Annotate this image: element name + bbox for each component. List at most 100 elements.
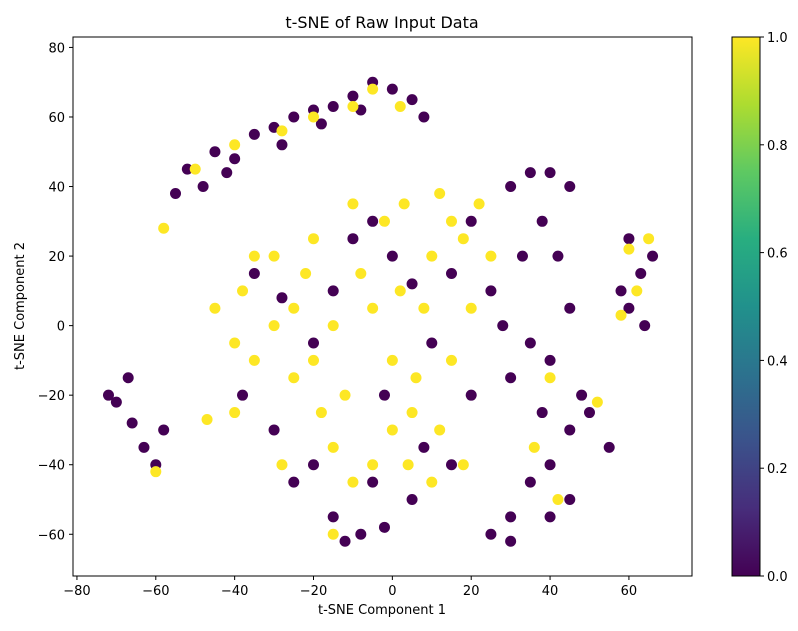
data-point	[394, 101, 406, 113]
x-tick-label: −20	[300, 584, 327, 599]
data-point	[564, 302, 576, 314]
data-point	[229, 337, 241, 349]
data-point	[367, 302, 379, 314]
data-point	[524, 476, 536, 488]
data-point	[378, 389, 390, 401]
data-point	[615, 285, 627, 297]
data-point	[221, 167, 233, 179]
data-point	[367, 215, 379, 227]
data-point	[457, 233, 469, 245]
data-point	[544, 459, 556, 471]
data-point	[158, 424, 170, 436]
data-point	[536, 407, 548, 419]
data-point	[564, 424, 576, 436]
points-layer	[102, 76, 659, 547]
colorbar-tick-label: 0.6	[767, 247, 788, 262]
x-tick-label: 40	[542, 584, 559, 599]
data-point	[544, 354, 556, 366]
data-point	[347, 233, 359, 245]
data-point	[102, 389, 114, 401]
data-point	[485, 285, 497, 297]
data-point	[445, 354, 457, 366]
data-point	[524, 337, 536, 349]
data-point	[327, 511, 339, 523]
data-point	[288, 111, 300, 123]
data-point	[643, 233, 655, 245]
data-point	[126, 417, 138, 429]
data-point	[410, 372, 422, 384]
data-point	[465, 215, 477, 227]
y-tick-label: 60	[48, 111, 65, 126]
data-point	[445, 215, 457, 227]
data-point	[544, 372, 556, 384]
data-point	[434, 187, 446, 199]
data-point	[386, 83, 398, 95]
data-point	[201, 414, 213, 426]
data-point	[603, 441, 615, 453]
data-point	[355, 267, 367, 279]
data-point	[248, 354, 260, 366]
data-point	[229, 139, 241, 151]
colorbar-ticks: 0.0 0.2 0.4 0.6 0.8 1.0	[760, 31, 788, 585]
data-point	[138, 441, 150, 453]
data-point	[406, 278, 418, 290]
data-point	[583, 407, 595, 419]
data-point	[505, 372, 517, 384]
data-point	[591, 396, 603, 408]
data-point	[209, 302, 221, 314]
data-point	[229, 153, 241, 165]
data-point	[434, 424, 446, 436]
y-tick-label: 40	[48, 181, 65, 196]
data-point	[308, 459, 320, 471]
data-point	[564, 493, 576, 505]
data-point	[367, 476, 379, 488]
x-tick-label: 0	[388, 584, 396, 599]
data-point	[402, 459, 414, 471]
data-point	[406, 407, 418, 419]
data-point	[445, 459, 457, 471]
y-tick-label: 20	[48, 250, 65, 265]
data-point	[536, 215, 548, 227]
colorbar-tick-label: 0.8	[767, 139, 788, 154]
data-point	[386, 354, 398, 366]
data-point	[445, 267, 457, 279]
colorbar-tick-label: 0.0	[767, 570, 788, 585]
data-point	[288, 372, 300, 384]
chart-title: t-SNE of Raw Input Data	[285, 13, 478, 32]
data-point	[386, 250, 398, 262]
data-point	[457, 459, 469, 471]
data-point	[347, 101, 359, 113]
data-point	[386, 424, 398, 436]
data-point	[406, 493, 418, 505]
data-point	[505, 511, 517, 523]
x-tick-label: 60	[621, 584, 638, 599]
data-point	[398, 198, 410, 210]
data-point	[327, 101, 339, 113]
data-point	[524, 167, 536, 179]
data-point	[150, 466, 162, 478]
x-axis-label: t-SNE Component 1	[318, 603, 446, 618]
data-point	[248, 128, 260, 140]
data-point	[288, 476, 300, 488]
data-point	[473, 198, 485, 210]
data-point	[347, 90, 359, 102]
data-point	[181, 163, 193, 175]
data-point	[339, 535, 351, 547]
data-point	[288, 302, 300, 314]
y-axis-label: t-SNE Component 2	[13, 242, 28, 370]
data-point	[394, 285, 406, 297]
data-point	[209, 146, 221, 158]
data-point	[367, 83, 379, 95]
data-point	[189, 163, 201, 175]
data-point	[347, 198, 359, 210]
colorbar-tick-label: 1.0	[767, 31, 788, 46]
data-point	[418, 302, 430, 314]
data-point	[623, 243, 635, 255]
data-point	[635, 267, 647, 279]
data-point	[406, 94, 418, 106]
colorbar-tick-label: 0.2	[767, 462, 788, 477]
data-point	[276, 139, 288, 151]
x-tick-label: −40	[221, 584, 248, 599]
data-point	[516, 250, 528, 262]
